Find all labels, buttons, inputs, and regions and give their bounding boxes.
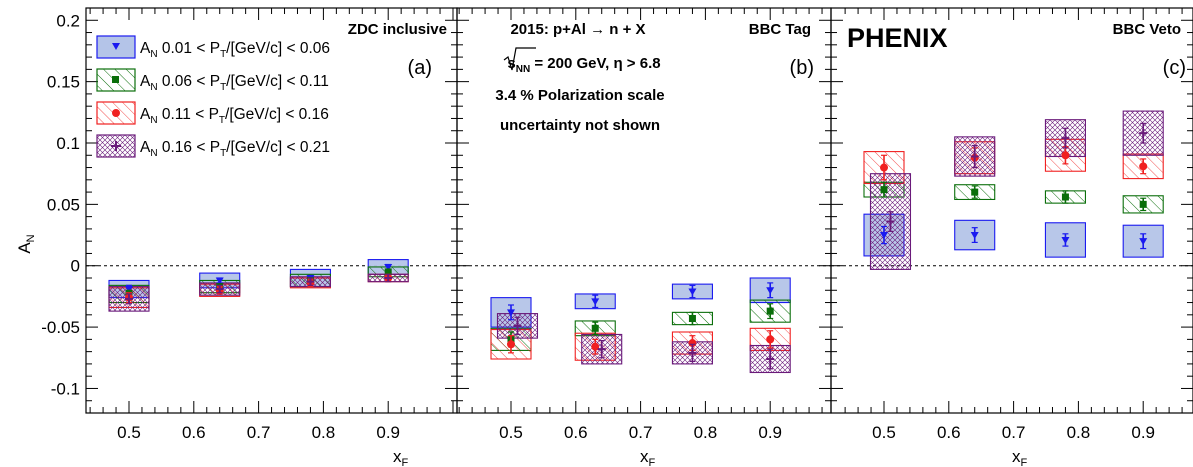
data-point-series-3: [507, 340, 515, 349]
data-point-series-4: [1061, 134, 1070, 143]
data-point-series-2: [971, 188, 979, 196]
data-point-series-4: [125, 294, 133, 303]
data-point-series-2: [384, 268, 392, 276]
legend-label-3: AN 0.11 < PT/[GeV/c] < 0.16: [140, 106, 329, 126]
data-point-series-1: [215, 277, 224, 285]
sqrt-sign: [503, 47, 536, 71]
x-tick-label: 0.7: [629, 423, 653, 442]
data-point-series-4: [766, 355, 775, 363]
panel-c-title: BBC Veto: [1113, 21, 1181, 38]
x-tick-label: 0.5: [117, 423, 141, 442]
panel-a-title: ZDC inclusive: [348, 21, 447, 38]
data-point-series-2: [688, 315, 696, 322]
data-point-series-1: [384, 263, 393, 271]
legend-label-2: AN 0.06 < PT/[GeV/c] < 0.11: [140, 73, 329, 93]
legend-label-4: AN 0.16 < PT/[GeV/c] < 0.21: [140, 139, 330, 159]
data-point-series-1: [880, 232, 888, 240]
data-point-series-2: [591, 324, 599, 332]
y-tick-label: -0.1: [51, 379, 80, 398]
panel-b-letter: (b): [790, 57, 814, 79]
data-point-series-2: [880, 186, 888, 194]
y-axis-title: AN: [15, 234, 37, 253]
data-point-series-1: [970, 232, 979, 240]
data-point-series-1: [591, 298, 600, 306]
data-point-series-4: [688, 348, 697, 357]
x-tick-label: 0.9: [1131, 423, 1155, 442]
x-tick-label: 0.7: [1002, 423, 1026, 442]
x-tick-label: 0.8: [694, 423, 718, 442]
data-point-series-4: [970, 152, 979, 161]
panel-frame: [830, 7, 1193, 414]
data-point-series-1: [507, 309, 515, 317]
x-tick-label: 0.8: [1067, 423, 1091, 442]
x-axis-title-b: xF: [640, 447, 656, 467]
x-tick-label: 0.6: [182, 423, 206, 442]
x-tick-label: 0.9: [758, 423, 782, 442]
x-axis-title-a: xF: [393, 447, 409, 467]
panel-c: 0.5 0.6 0.7 0.8 0.9: [830, 7, 1193, 442]
data-point-series-3: [1139, 162, 1148, 171]
data-point-series-4: [215, 285, 224, 294]
y-tick-label: -0.05: [41, 318, 80, 337]
legend: AN 0.01 < PT/[GeV/c] < 0.06 AN 0.06 < PT…: [96, 35, 330, 159]
x-tick-label: 0.5: [499, 423, 523, 442]
y-tick-label: 0.1: [56, 134, 80, 153]
sys-box-series-1: [1122, 224, 1164, 258]
data-point-series-3: [880, 163, 888, 172]
info-line-2: sNN = 200 GeV, η > 6.8: [507, 55, 660, 75]
data-point-series-1: [766, 287, 775, 295]
legend-item-2: AN 0.06 < PT/[GeV/c] < 0.11: [96, 68, 329, 93]
x-tick-label: 0.6: [937, 423, 961, 442]
y-tick-label: 0: [71, 257, 80, 276]
legend-label-1: AN 0.01 < PT/[GeV/c] < 0.06: [140, 40, 330, 60]
x-tick-label: 0.9: [376, 423, 400, 442]
data-point-series-4: [384, 274, 393, 282]
data-point-series-4: [1139, 129, 1148, 138]
x-tick-label: 0.8: [312, 423, 336, 442]
legend-item-1: AN 0.01 < PT/[GeV/c] < 0.06: [96, 35, 330, 60]
data-point-series-2: [1061, 193, 1069, 201]
info-line-3: 3.4 % Polarization scale: [495, 87, 664, 104]
x-axis-title-c: xF: [1012, 447, 1028, 467]
x-tick-label: 0.7: [247, 423, 271, 442]
legend-item-3: AN 0.11 < PT/[GeV/c] < 0.16: [96, 101, 329, 126]
data-point-series-1: [1061, 236, 1070, 244]
x-tick-label: 0.5: [872, 423, 896, 442]
x-tick-label: 0.6: [564, 423, 588, 442]
data-point-series-3: [591, 342, 600, 351]
y-tick-label: 0.2: [56, 11, 80, 30]
y-tick-label: 0.05: [47, 195, 80, 214]
data-point-series-4: [886, 217, 895, 226]
panel-a: -0.1 -0.05 0 0.05 0.1 0.15 0.2 0.5 0.6 0.7 0.8 0.9: [41, 7, 458, 442]
panel-c-letter: (c): [1163, 57, 1186, 79]
data-point-series-2: [1139, 200, 1147, 208]
data-point-series-2: [766, 307, 774, 315]
data-point-series-1: [688, 288, 697, 296]
data-point-series-3: [766, 335, 775, 344]
data-point-series-4: [597, 345, 606, 354]
experiment-label: PHENIX: [847, 23, 948, 53]
panel-frame: [85, 7, 458, 414]
legend-item-4: AN 0.16 < PT/[GeV/c] < 0.21: [96, 134, 330, 159]
data-point-series-1: [125, 286, 133, 294]
panel-b-title: BBC Tag: [749, 21, 811, 38]
data-point-series-3: [1061, 151, 1070, 160]
y-tick-label: 0.15: [47, 73, 80, 92]
info-text: 2015: p+Al → n + X sNN = 200 GeV, η > 6.…: [495, 21, 664, 134]
data-point-series-1: [1139, 238, 1148, 246]
info-line-1: 2015: p+Al → n + X: [510, 21, 645, 38]
data-point-series-4: [306, 277, 315, 286]
data-point-series-4: [513, 321, 522, 330]
data-point-series-3: [688, 339, 697, 348]
panel-a-letter: (a): [408, 57, 432, 79]
info-line-4: uncertainty not shown: [500, 117, 660, 134]
panel-b: 0.5 0.6 0.7 0.8 0.9: [456, 7, 832, 442]
